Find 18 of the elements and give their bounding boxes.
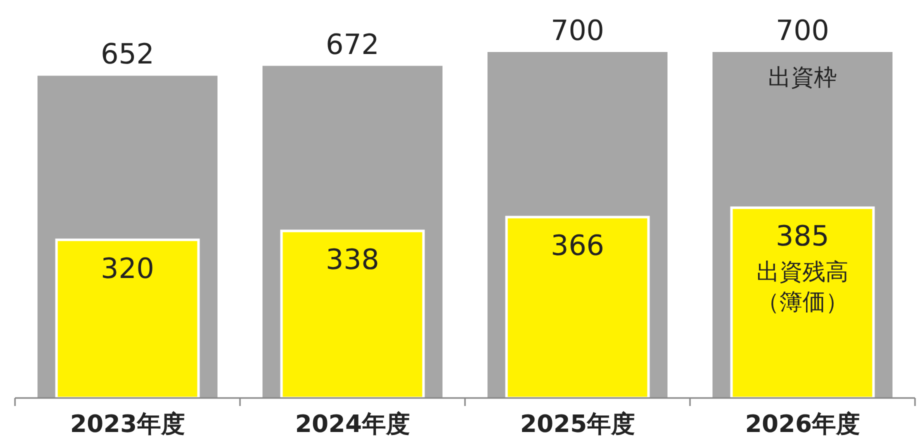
data-label: 652 <box>100 38 154 71</box>
data-label: 672 <box>326 28 380 61</box>
bar <box>280 230 425 400</box>
x-tick-label: 2023年度 <box>70 410 185 438</box>
series-label: 出資残高（簿価） <box>756 260 848 316</box>
data-label: 700 <box>776 14 830 47</box>
data-label: 366 <box>550 229 604 262</box>
data-label: 338 <box>326 242 380 276</box>
data-label: 385 <box>776 220 830 253</box>
data-label: 700 <box>550 14 604 47</box>
bar <box>55 238 200 400</box>
x-tick-label: 2024年度 <box>295 410 410 438</box>
bar <box>730 206 875 400</box>
x-tick-label: 2025年度 <box>520 410 635 438</box>
series-label: 出資枠 <box>768 65 837 91</box>
bar <box>505 216 650 400</box>
data-label: 320 <box>100 252 154 285</box>
x-tick-label: 2026年度 <box>745 410 860 438</box>
